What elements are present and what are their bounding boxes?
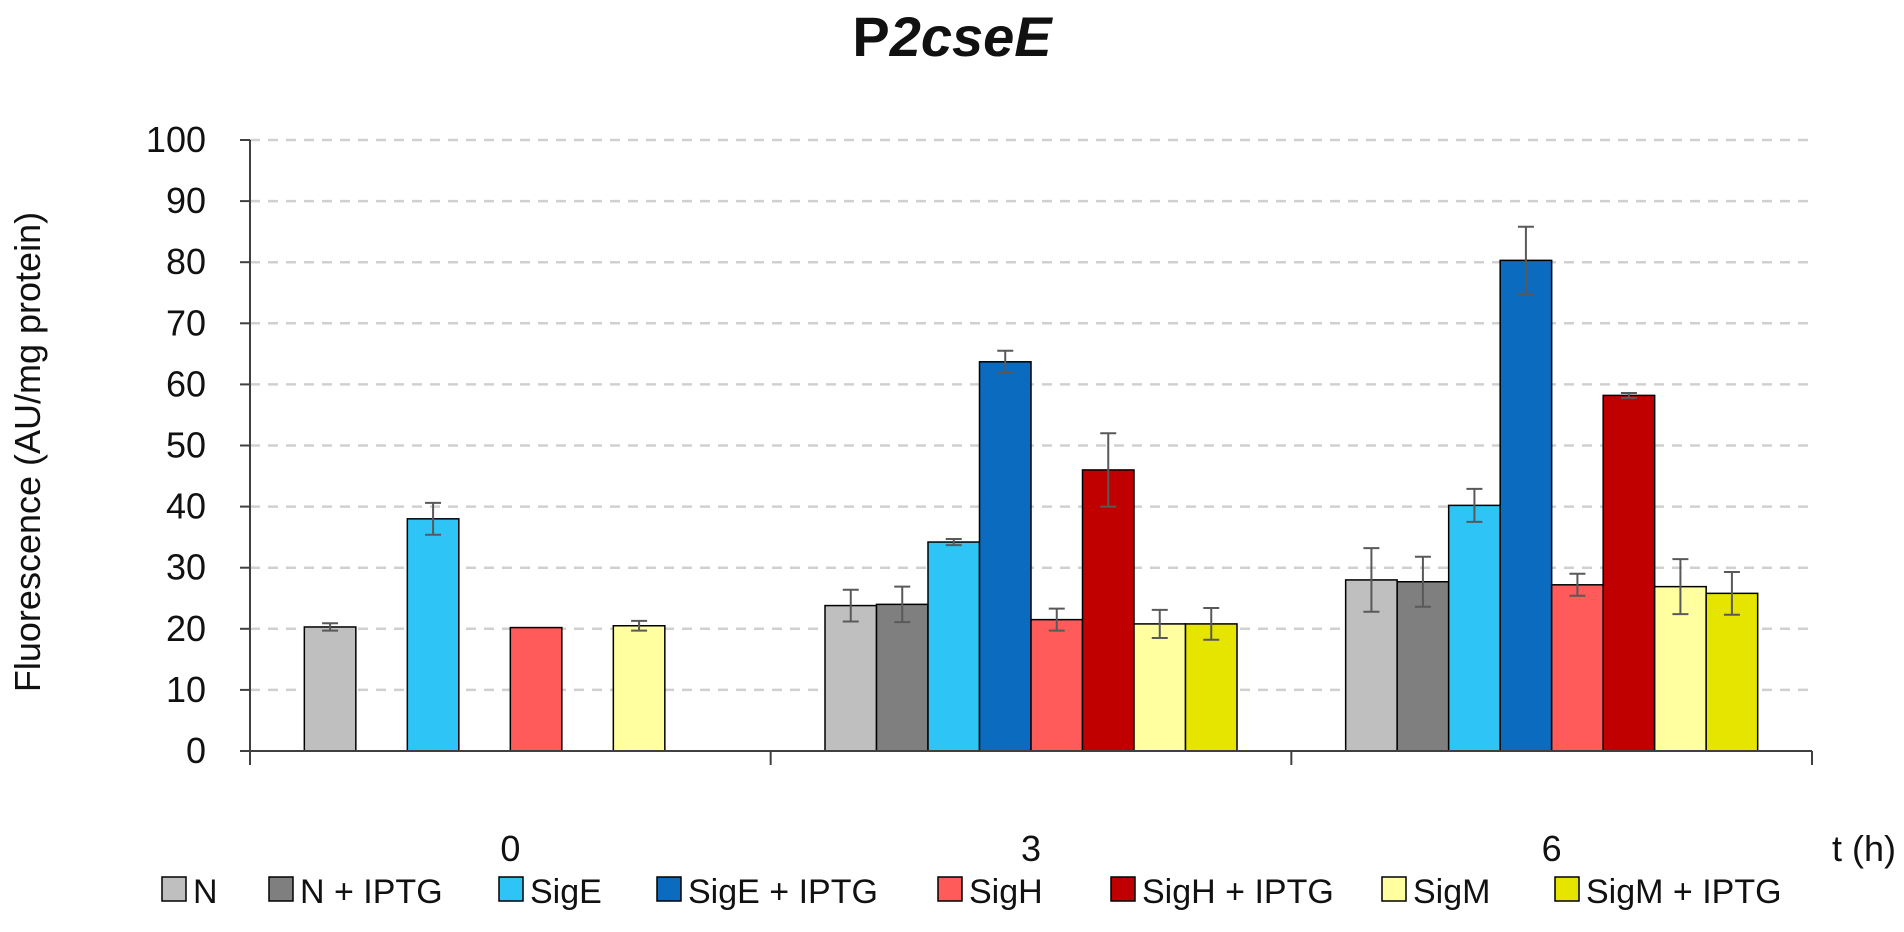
y-tick-label: 10 <box>166 669 206 710</box>
chart-title-part: 2cseE <box>889 5 1054 68</box>
y-tick-label: 80 <box>166 241 206 282</box>
legend-item: SigE <box>498 873 602 911</box>
legend-label: SigM <box>1413 873 1490 911</box>
bar <box>303 626 357 752</box>
legend-label: N <box>193 873 218 911</box>
bar <box>1705 592 1759 752</box>
legend-swatch <box>937 876 963 902</box>
bar <box>824 604 878 752</box>
legend-label: SigM + IPTG <box>1586 873 1782 911</box>
legend-swatch <box>1554 876 1580 902</box>
legend-swatch <box>656 876 682 902</box>
bar <box>1550 584 1604 752</box>
legend-swatch <box>1381 876 1407 902</box>
legend: N N + IPTG SigE SigE + IPTG SigH SigH + IPTG S… <box>161 873 1782 911</box>
bar <box>509 626 563 752</box>
legend-item: SigH <box>937 873 1043 911</box>
chart-title: P2cseE <box>852 5 1053 68</box>
legend-label: SigH + IPTG <box>1142 873 1334 911</box>
bar <box>1396 581 1450 752</box>
legend-label: SigH <box>969 873 1043 911</box>
y-axis-label: Fluorescence (AU/mg protein) <box>7 212 48 692</box>
y-tick-label: 60 <box>166 363 206 404</box>
y-tick-label: 50 <box>166 425 206 466</box>
y-tick-label: 100 <box>146 119 206 160</box>
y-tick-label: 30 <box>166 547 206 588</box>
legend-label: SigE + IPTG <box>688 873 878 911</box>
bar <box>406 518 460 752</box>
legend-swatch <box>1110 876 1136 902</box>
bar <box>612 624 666 752</box>
legend-item: SigM <box>1381 873 1490 911</box>
legend-item: N + IPTG <box>268 873 443 911</box>
bar <box>1184 623 1238 752</box>
y-tick-label: 40 <box>166 486 206 527</box>
bar <box>1499 259 1553 752</box>
y-tick-labels: 0 10 20 30 40 50 60 70 80 90 100 <box>146 119 206 771</box>
legend-label: SigE <box>530 873 602 911</box>
x-tick-label: 3 <box>1021 828 1041 869</box>
legend-item: SigM + IPTG <box>1554 873 1782 911</box>
x-tick-labels: 0 3 6 <box>500 828 1561 869</box>
bar <box>875 603 929 752</box>
legend-swatch <box>161 876 187 902</box>
legend-item: SigE + IPTG <box>656 873 878 911</box>
axes <box>240 139 1813 765</box>
chart-title-part: P <box>852 5 889 68</box>
y-tick-label: 20 <box>166 608 206 649</box>
y-tick-label: 90 <box>166 180 206 221</box>
x-axis-label: t (h) <box>1832 828 1896 869</box>
bar <box>1447 504 1501 752</box>
x-tick-label: 6 <box>1542 828 1562 869</box>
legend-item: SigH + IPTG <box>1110 873 1334 911</box>
bar <box>927 541 981 752</box>
y-tick-label: 70 <box>166 302 206 343</box>
bar <box>1030 618 1084 752</box>
legend-label: N + IPTG <box>300 873 443 911</box>
legend-swatch <box>498 876 524 902</box>
x-tick-label: 0 <box>500 828 520 869</box>
legend-item: N <box>161 873 218 911</box>
bar <box>1133 623 1187 752</box>
bar <box>978 361 1032 752</box>
error-bars <box>322 225 1740 641</box>
bar-marks <box>303 259 1759 752</box>
legend-swatch <box>268 876 294 902</box>
y-tick-label: 0 <box>186 730 206 771</box>
bar <box>1081 469 1135 752</box>
bar <box>1602 394 1656 752</box>
